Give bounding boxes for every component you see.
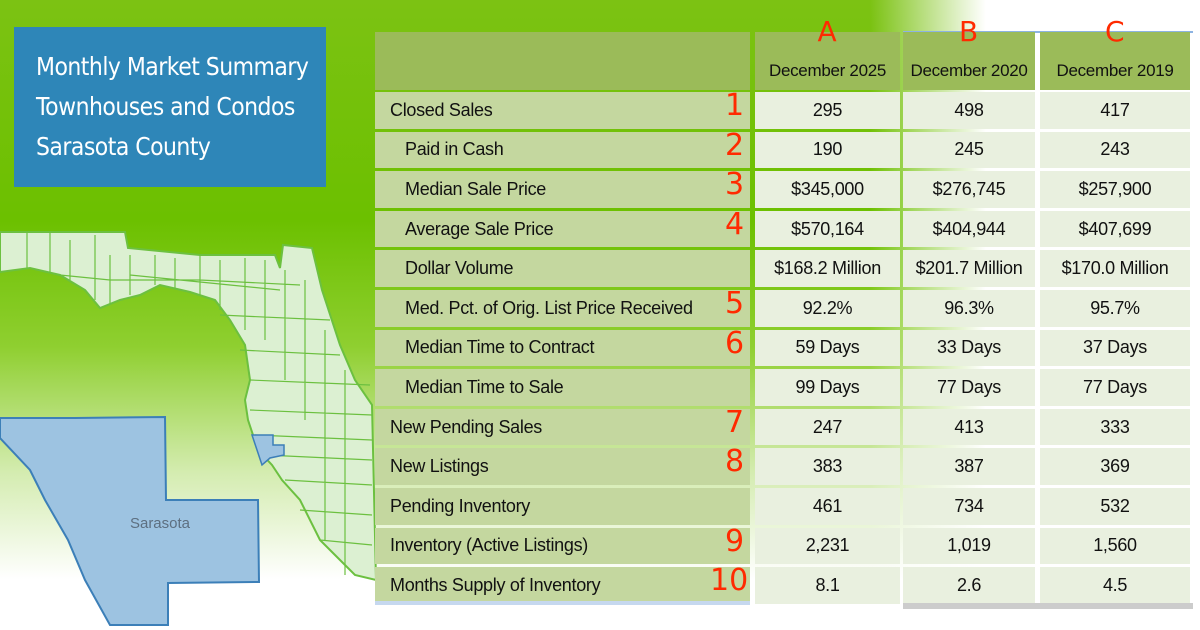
table-cell: 37 Days (1040, 329, 1190, 367)
row-marker: 4 (725, 206, 745, 242)
table-cell: 92.2% (755, 290, 900, 327)
table-cell: 243 (1040, 131, 1190, 169)
row-label: New Pending Sales (375, 408, 750, 446)
column-marker: C (1105, 15, 1125, 48)
table-cell: $201.7 Million (903, 250, 1035, 287)
table-cell: $276,745 (903, 171, 1035, 208)
row-marker: 5 (725, 286, 745, 321)
column-header: December 2020 (903, 32, 1035, 90)
table-cell: 1,560 (1040, 527, 1190, 565)
county-lines (26, 232, 373, 575)
title-line-2: Townhouses and Condos (36, 92, 295, 121)
table-cell: 77 Days (903, 369, 1035, 406)
table-cell: $407,699 (1040, 210, 1190, 248)
column-marker: A (817, 15, 837, 48)
table-cell: $404,944 (903, 210, 1035, 248)
table-cell: 417 (1040, 92, 1190, 129)
row-label: Median Time to Sale (375, 369, 750, 406)
row-marker: 7 (725, 404, 745, 440)
table-cell: $570,164 (755, 210, 900, 248)
table-cell: $168.2 Million (755, 250, 900, 287)
table-cell: $170.0 Million (1040, 250, 1190, 287)
table-cell: 1,019 (903, 527, 1035, 565)
table-cell: 734 (903, 488, 1035, 525)
table-cell: 295 (755, 92, 900, 129)
row-label: Median Sale Price (375, 171, 750, 208)
column-marker: B (959, 15, 979, 48)
row-label: Pending Inventory (375, 488, 750, 525)
table-cell: 387 (903, 448, 1035, 485)
row-marker: 1 (725, 88, 745, 123)
sarasota-label: Sarasota (130, 515, 191, 532)
row-label: Dollar Volume (375, 250, 750, 287)
row-marker: 10 (710, 563, 749, 599)
row-label: Inventory (Active Listings) (375, 527, 750, 565)
row-marker: 8 (725, 444, 745, 480)
sarasota-county-shape (0, 415, 261, 626)
title-line-3: Sarasota County (36, 132, 211, 161)
table-cell: 2,231 (755, 527, 900, 565)
table-cell: $257,900 (1040, 171, 1190, 208)
table-cell: 333 (1040, 408, 1190, 446)
row-label: Median Time to Contract (375, 329, 750, 367)
florida-map: Sarasota (0, 231, 378, 626)
table-cell: 190 (755, 131, 900, 169)
table-shadow (903, 603, 1193, 609)
table-cell: 59 Days (755, 329, 900, 367)
table-cell: 369 (1040, 448, 1190, 485)
table-cell: 33 Days (903, 329, 1035, 367)
row-marker: 2 (725, 127, 745, 163)
header-blank-cell (375, 32, 750, 90)
row-label: Paid in Cash (375, 131, 750, 169)
table-cell: 8.1 (755, 567, 900, 604)
row-label: Med. Pct. of Orig. List Price Received (375, 290, 750, 327)
table-cell: 383 (755, 448, 900, 485)
row-label: Months Supply of Inventory (375, 567, 750, 604)
sarasota-locator (250, 434, 285, 467)
table-cell: 77 Days (1040, 369, 1190, 406)
table-cell: 99 Days (755, 369, 900, 406)
row-label: New Listings (375, 448, 750, 485)
row-label: Closed Sales (375, 92, 750, 129)
table-cell: 95.7% (1040, 290, 1190, 327)
table-bottom-bar (375, 601, 750, 605)
column-header: December 2019 (1040, 32, 1190, 90)
title-line-1: Monthly Market Summary (36, 52, 309, 81)
table-cell: 4.5 (1040, 567, 1190, 604)
table-cell: 413 (903, 408, 1035, 446)
table-cell: 245 (903, 131, 1035, 169)
table-cell: 498 (903, 92, 1035, 129)
table-cell: 461 (755, 488, 900, 525)
column-header: December 2025 (755, 32, 900, 90)
table-cell: $345,000 (755, 171, 900, 208)
title-box: Monthly Market Summary Townhouses and Co… (14, 27, 326, 187)
row-marker: 3 (725, 167, 745, 203)
table-cell: 532 (1040, 488, 1190, 525)
table-cell: 247 (755, 408, 900, 446)
row-marker: 6 (725, 325, 745, 361)
table-cell: 96.3% (903, 290, 1035, 327)
row-label: Average Sale Price (375, 210, 750, 248)
row-marker: 9 (725, 523, 745, 559)
table-cell: 2.6 (903, 567, 1035, 604)
florida-state-shape (0, 231, 378, 582)
